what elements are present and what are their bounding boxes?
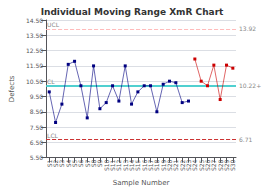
svg-text:13.50: 13.50: [26, 32, 43, 39]
svg-text:S16: S16: [140, 159, 148, 172]
svg-text:S11: S11: [109, 159, 116, 172]
svg-text:S5: S5: [71, 159, 79, 168]
svg-text:S2: S2: [52, 159, 60, 168]
svg-text:10.50: 10.50: [26, 78, 43, 85]
svg-text:12.50: 12.50: [26, 47, 43, 54]
svg-text:10.22+: 10.22+: [239, 82, 261, 89]
svg-text:9.50: 9.50: [30, 93, 44, 100]
svg-text:S17: S17: [147, 159, 154, 172]
svg-text:S29: S29: [223, 159, 230, 172]
svg-text:6.50: 6.50: [30, 139, 44, 146]
svg-text:LCL: LCL: [47, 132, 59, 139]
svg-text:13.92: 13.92: [239, 25, 256, 32]
svg-text:S3: S3: [58, 159, 66, 168]
svg-text:Sample Number: Sample Number: [113, 179, 170, 187]
svg-text:11.50: 11.50: [26, 62, 43, 69]
svg-text:Defects: Defects: [8, 75, 16, 102]
svg-text:S14: S14: [128, 159, 135, 172]
svg-text:S20: S20: [166, 159, 173, 172]
svg-text:S15: S15: [134, 159, 142, 172]
svg-text:S1: S1: [45, 159, 53, 168]
svg-text:S22: S22: [178, 159, 186, 172]
svg-text:S12: S12: [115, 159, 123, 172]
svg-text:Individual Moving Range XmR Ch: Individual Moving Range XmR Chart: [41, 7, 224, 17]
svg-text:S10: S10: [102, 159, 110, 172]
svg-text:S30: S30: [229, 159, 236, 171]
svg-text:S28: S28: [216, 159, 224, 172]
svg-text:S26: S26: [204, 159, 211, 172]
svg-text:6.71: 6.71: [239, 136, 253, 143]
svg-text:S27: S27: [210, 159, 218, 172]
svg-text:S4: S4: [64, 159, 72, 168]
svg-text:S7: S7: [83, 159, 91, 168]
svg-text:5.50: 5.50: [30, 154, 44, 161]
svg-text:S23: S23: [185, 159, 192, 172]
svg-text:S19: S19: [159, 159, 167, 172]
svg-text:S24: S24: [191, 159, 199, 172]
svg-text:S21: S21: [172, 159, 180, 172]
svg-text:S13: S13: [121, 159, 129, 172]
svg-text:S25: S25: [197, 159, 205, 172]
svg-text:14.50: 14.50: [26, 17, 43, 24]
svg-text:7.50: 7.50: [30, 124, 44, 131]
svg-text:S18: S18: [153, 159, 161, 172]
svg-text:S6: S6: [77, 159, 85, 168]
svg-text:8.50: 8.50: [30, 108, 44, 115]
svg-text:CL: CL: [47, 78, 55, 85]
svg-text:S9: S9: [96, 159, 104, 168]
svg-text:S8: S8: [90, 159, 98, 168]
svg-text:UCL: UCL: [47, 21, 60, 28]
